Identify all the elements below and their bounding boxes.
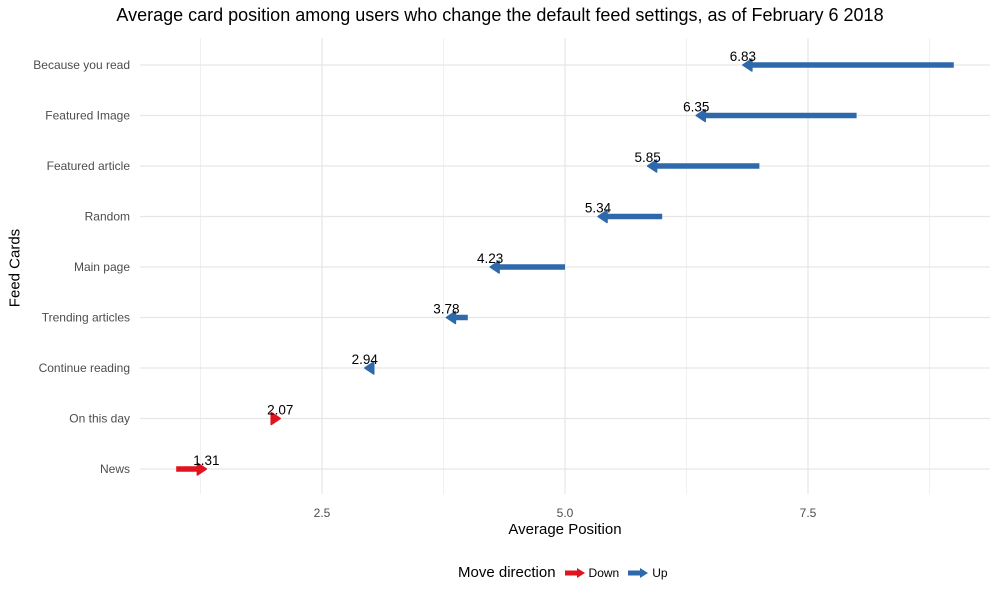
value-label: 2.94 [352, 352, 379, 367]
arrow-mark [270, 411, 281, 426]
y-tick-label: Continue reading [39, 361, 130, 375]
y-tick-label: Featured Image [45, 109, 130, 123]
x-tick-label: 7.5 [800, 506, 817, 520]
chart-title: Average card position among users who ch… [116, 5, 884, 25]
value-label: 6.35 [683, 100, 709, 115]
arrow-head [695, 108, 706, 123]
arrow-head [489, 260, 500, 274]
y-tick-label: Featured article [47, 159, 131, 173]
legend-label-up: Up [652, 565, 668, 580]
arrow-head [364, 361, 375, 375]
arrow-mark [489, 260, 565, 274]
value-label: 3.78 [433, 302, 459, 317]
arrow-mark [742, 58, 954, 72]
value-label: 5.34 [585, 201, 612, 216]
up-arrow-icon [628, 567, 649, 578]
legend-label-down: Down [588, 565, 620, 580]
y-axis-title: Feed Cards [6, 228, 24, 308]
y-tick-label: News [100, 462, 130, 476]
arrow-mark [646, 159, 760, 173]
value-label: 2.07 [267, 403, 293, 418]
value-label: 6.83 [730, 49, 756, 64]
x-tick-labels: 2.5 5.0 7.5 [314, 506, 817, 520]
arrow-mark [364, 361, 375, 375]
arrow-head [270, 411, 281, 426]
arrow-head [646, 159, 658, 173]
value-label: 5.85 [634, 150, 660, 165]
down-arrow-icon [564, 567, 585, 578]
y-tick-label: Main page [74, 260, 130, 274]
legend: Move direction Down Up [458, 564, 676, 581]
y-tick-label: Trending articles [42, 311, 130, 325]
arrow-mark [445, 310, 468, 325]
y-tick-label: On this day [69, 412, 130, 426]
arrows [176, 58, 954, 476]
legend-item-down: Down [564, 565, 620, 580]
legend-item-up: Up [627, 565, 668, 580]
arrow-mark [597, 209, 663, 224]
x-tick-label: 2.5 [314, 506, 331, 520]
value-label: 1.31 [193, 453, 219, 468]
arrow-head [597, 209, 608, 224]
x-axis-title: Average Position [508, 521, 622, 538]
legend-title: Move direction [458, 564, 556, 581]
value-labels: 6.83 6.35 5.85 5.34 4.23 3.78 2.94 2.07 1.31 [193, 49, 756, 468]
y-tick-label: Random [85, 210, 130, 224]
arrow-head [742, 58, 753, 72]
arrow-head [445, 310, 457, 325]
x-tick-label: 5.0 [557, 506, 574, 520]
arrow-mark [695, 108, 857, 123]
arrow-head [196, 462, 208, 476]
arrow-mark [176, 462, 208, 476]
y-tick-labels: Because you read Featured Image Featured a… [33, 58, 130, 476]
y-tick-label: Because you read [33, 58, 130, 72]
value-label: 4.23 [477, 251, 503, 266]
